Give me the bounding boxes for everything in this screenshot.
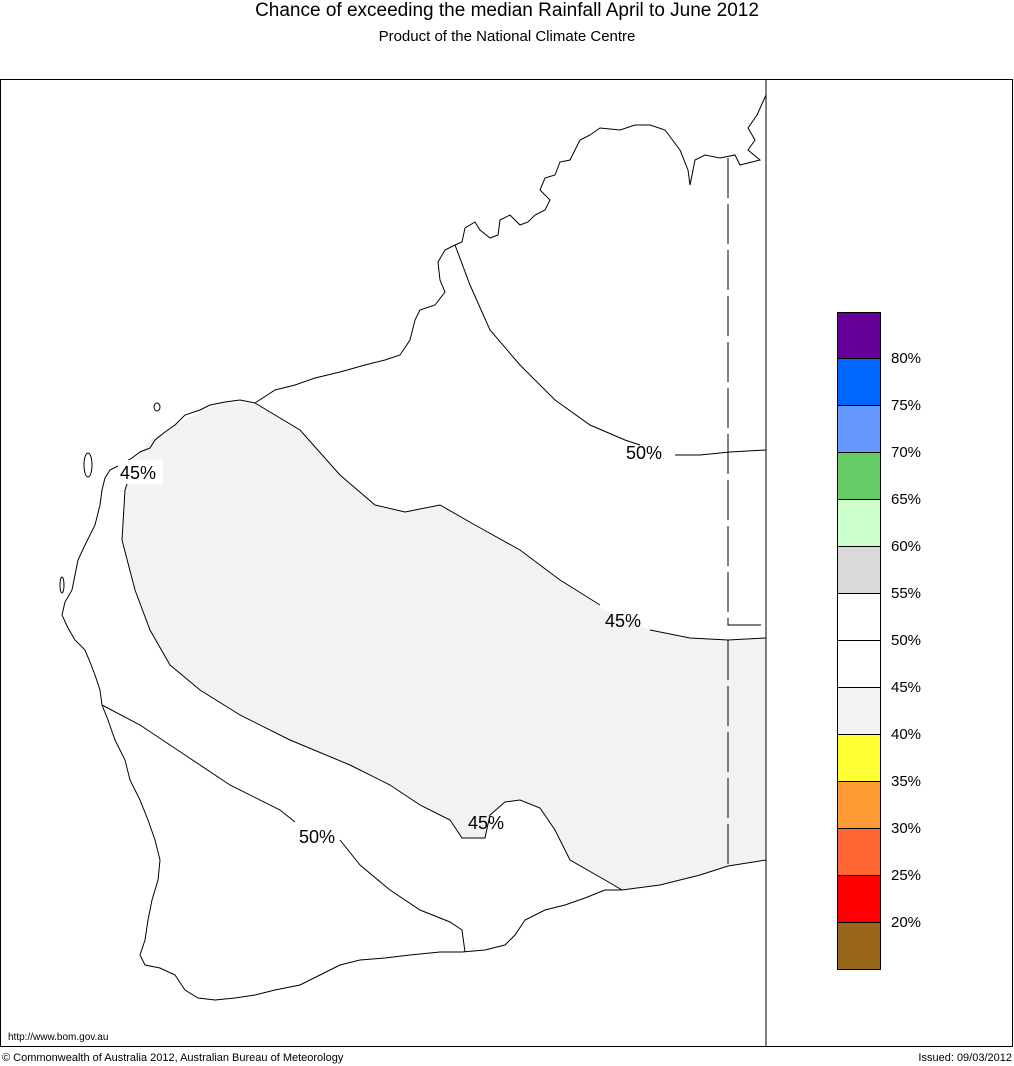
- contour-50-north: [454, 244, 641, 446]
- contour-label: 50%: [626, 443, 662, 463]
- contour-45-upper-east: [649, 629, 767, 641]
- legend-swatch: [837, 688, 881, 735]
- legend-swatch: [837, 594, 881, 641]
- legend-swatch: [837, 782, 881, 829]
- shaded-band-40-45: [122, 402, 766, 890]
- legend-swatch: [837, 876, 881, 923]
- legend-label: 45%: [891, 679, 922, 696]
- legend-swatch: [837, 735, 881, 782]
- island: [59, 576, 65, 594]
- legend-label: 70%: [891, 444, 922, 461]
- footer-url[interactable]: http://www.bom.gov.au: [8, 1032, 109, 1043]
- legend-swatch: [837, 500, 881, 547]
- coastline: [61, 94, 767, 1001]
- contour-label: 45%: [120, 463, 156, 483]
- legend-colorbar: [837, 312, 881, 970]
- legend-label: 35%: [891, 773, 922, 790]
- island: [83, 452, 93, 478]
- legend-label: 40%: [891, 726, 922, 743]
- footer-issued-date: Issued: 09/03/2012: [918, 1052, 1012, 1064]
- island: [153, 402, 161, 412]
- map-subtitle: Product of the National Climate Centre: [378, 28, 636, 45]
- legend-swatch: [837, 641, 881, 688]
- footer-copyright: © Commonwealth of Australia 2012, Austra…: [2, 1052, 344, 1064]
- legend-swatch: [837, 406, 881, 453]
- contour-50-south-east: [339, 839, 466, 953]
- contour-45-upper: [254, 402, 601, 606]
- legend-label: 50%: [891, 632, 922, 649]
- contour-45-west: [121, 459, 623, 891]
- legend-label: 20%: [891, 914, 922, 931]
- legend-label: 65%: [891, 491, 922, 508]
- legend-swatch: [837, 312, 881, 359]
- legend-label: 80%: [891, 350, 922, 367]
- legend-label: 55%: [891, 585, 922, 602]
- contour-label-bg: [118, 460, 163, 484]
- map-frame: [0, 79, 1013, 1047]
- map-title: Chance of exceeding the median Rainfall …: [255, 0, 759, 21]
- contour-50-south: [101, 704, 296, 823]
- legend-label: 60%: [891, 538, 922, 555]
- legend-label: 30%: [891, 820, 922, 837]
- contour-label: 50%: [299, 827, 335, 847]
- state-border: [727, 158, 766, 866]
- contour-label: 45%: [468, 813, 504, 833]
- contour-label: 45%: [605, 611, 641, 631]
- legend-swatch: [837, 547, 881, 594]
- legend-swatch: [837, 453, 881, 500]
- contour-50-north-east: [675, 449, 767, 456]
- map-canvas: 45% 50% 45% 50% 45%: [59, 79, 767, 1047]
- legend-label: 75%: [891, 397, 922, 414]
- legend-swatch: [837, 923, 881, 970]
- legend-label: 25%: [891, 867, 922, 884]
- legend-swatch: [837, 359, 881, 406]
- legend-swatch: [837, 829, 881, 876]
